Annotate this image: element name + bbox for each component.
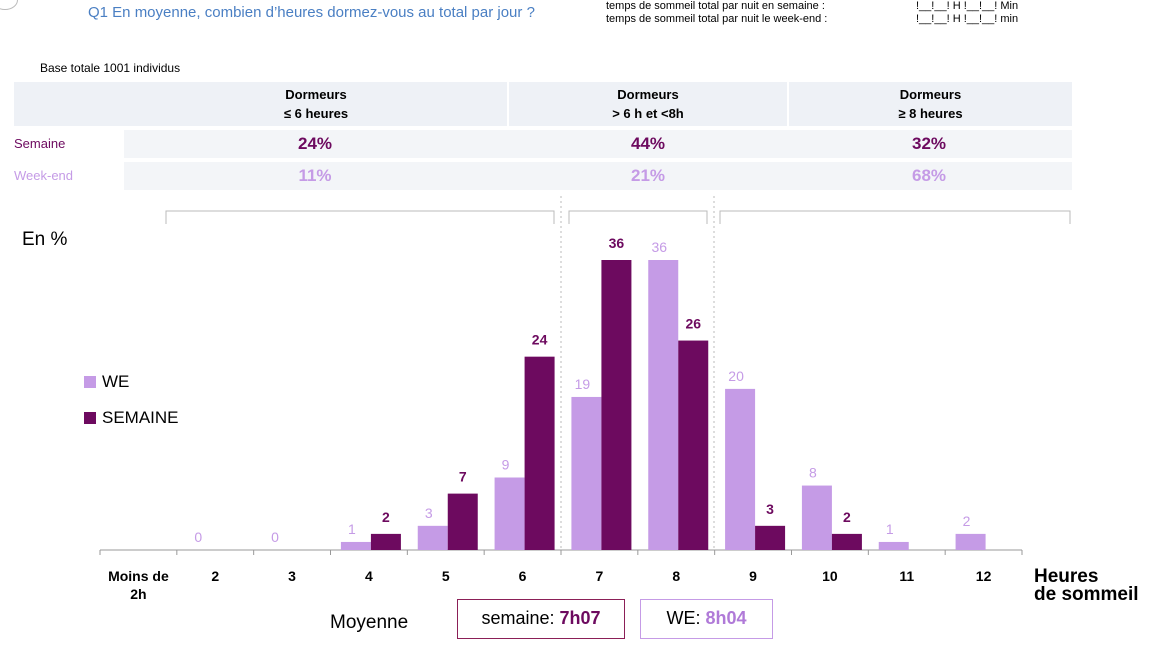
x-tick-label: 6 xyxy=(519,568,527,584)
legend-item-we: WE xyxy=(84,372,129,392)
data-label-semaine: 26 xyxy=(685,316,701,332)
x-axis-label: Heures xyxy=(1034,566,1098,587)
moyenne-we-box: WE: 8h04 xyxy=(640,599,773,639)
moyenne-we-label: WE: xyxy=(666,608,706,628)
summary-header-line2: ≤ 6 heures xyxy=(283,106,349,121)
bar-we xyxy=(648,260,679,550)
summary-row-band xyxy=(124,130,1072,158)
bar-we xyxy=(801,485,832,550)
group-bracket xyxy=(165,210,555,224)
answer-format-weekend: !__!__! H !__!__! min xyxy=(916,13,1019,25)
answer-format-semaine: !__!__! H !__!__! Min xyxy=(916,0,1019,12)
x-tick-label: 4 xyxy=(365,568,373,584)
summary-header-cell: Dormeurs > 6 h et <8h xyxy=(509,82,787,126)
x-tick-label: 12 xyxy=(976,568,992,584)
question-text: Q1 En moyenne, combien d’heures dormez-v… xyxy=(88,4,535,21)
question-answer-format: !__!__! H !__!__! Min !__!__! H !__!__! … xyxy=(916,0,1018,26)
x-tick-label: 3 xyxy=(288,568,296,584)
bar-we xyxy=(955,533,986,550)
data-label-semaine: 36 xyxy=(609,235,625,251)
bar-semaine xyxy=(524,356,555,550)
instruction-line-weekend: temps de sommeil total par nuit le week-… xyxy=(606,13,828,25)
moyenne-semaine-box: semaine: 7h07 xyxy=(457,599,625,639)
legend-item-semaine: SEMAINE xyxy=(84,408,179,428)
data-label-we: 19 xyxy=(575,376,591,392)
summary-header-line1: Dormeurs xyxy=(617,87,679,102)
x-tick-label: 5 xyxy=(442,568,450,584)
summary-header-line2: > 6 h et <8h xyxy=(612,106,684,121)
summary-header-line1: Dormeurs xyxy=(899,87,962,102)
data-label-semaine: 24 xyxy=(532,332,548,348)
summary-value-semaine-ge8: 32% xyxy=(911,134,947,153)
x-tick-label: 2 xyxy=(211,568,219,584)
data-label-we: 3 xyxy=(425,505,433,521)
summary-row-band xyxy=(124,162,1072,190)
moyenne-semaine-label: semaine: xyxy=(481,608,560,628)
x-tick-label: 8 xyxy=(672,568,680,584)
legend-swatch-we xyxy=(84,376,96,388)
data-label-we: 1 xyxy=(348,521,356,537)
question-instructions: temps de sommeil total par nuit en semai… xyxy=(606,0,827,26)
legend-swatch-semaine xyxy=(84,412,96,424)
data-label-we: 0 xyxy=(194,529,202,545)
summary-value-weekend-ge8: 68% xyxy=(911,166,947,185)
base-text: Base totale 1001 individus xyxy=(40,61,181,75)
bar-we xyxy=(878,541,909,550)
summary-header-line1: Dormeurs xyxy=(285,87,347,102)
data-label-we: 20 xyxy=(728,368,744,384)
summary-header-divider xyxy=(507,82,509,126)
x-tick-label: 7 xyxy=(596,568,604,584)
summary-header-cell: Dormeurs ≤ 6 heures xyxy=(124,82,508,126)
bar-semaine xyxy=(601,260,632,550)
summary-value-semaine-le6: 24% xyxy=(297,134,333,153)
summary-value-semaine-6to8: 44% xyxy=(630,134,666,153)
data-label-we: 9 xyxy=(502,457,510,473)
x-tick-label: 2h xyxy=(130,586,146,602)
y-axis-label: En % xyxy=(22,229,68,250)
bar-semaine xyxy=(370,533,401,550)
moyenne-label: Moyenne xyxy=(330,612,409,633)
summary-header-row: Dormeurs ≤ 6 heures Dormeurs > 6 h et <8… xyxy=(14,82,1072,126)
group-bracket xyxy=(568,210,708,224)
data-label-we: 36 xyxy=(651,239,667,255)
bar-semaine xyxy=(755,525,786,550)
data-label-semaine: 2 xyxy=(382,509,390,525)
x-tick-label: 10 xyxy=(822,568,838,584)
group-bracket xyxy=(719,210,1071,224)
data-label-semaine: 2 xyxy=(843,509,851,525)
summary-row-label-semaine: Semaine xyxy=(14,136,66,151)
legend-label-we: WE xyxy=(102,372,130,391)
bar-semaine xyxy=(831,533,862,550)
data-label-we: 2 xyxy=(963,513,971,529)
summary-value-weekend-le6: 11% xyxy=(298,166,332,185)
instruction-line-semaine: temps de sommeil total par nuit en semai… xyxy=(606,0,825,12)
summary-row-label-weekend: Week-end xyxy=(14,168,74,183)
summary-header-cell: Dormeurs ≥ 8 heures xyxy=(789,82,1072,126)
x-tick-label: 11 xyxy=(899,568,914,584)
data-label-we: 0 xyxy=(271,529,279,545)
data-label-semaine: 7 xyxy=(459,469,467,485)
bar-we xyxy=(571,396,602,550)
data-label-we: 8 xyxy=(809,465,817,481)
bar-we xyxy=(725,388,756,550)
x-tick-label: 9 xyxy=(749,568,757,584)
bar-we xyxy=(417,525,448,550)
moyenne-semaine-value: 7h07 xyxy=(559,608,601,628)
summary-value-weekend-6to8: 21% xyxy=(630,166,666,185)
x-axis-label: de sommeil xyxy=(1034,584,1139,605)
moyenne-we-value: 8h04 xyxy=(705,608,747,628)
data-label-we: 1 xyxy=(886,521,894,537)
summary-header-line2: ≥ 8 heures xyxy=(898,106,963,121)
bar-semaine xyxy=(678,340,709,550)
bar-semaine xyxy=(447,493,478,550)
bar-we xyxy=(340,541,371,550)
legend-label-semaine: SEMAINE xyxy=(102,408,179,427)
bar-we xyxy=(494,477,525,550)
summary-header-divider xyxy=(787,82,789,126)
x-tick-label: Moins de xyxy=(108,568,169,584)
data-label-semaine: 3 xyxy=(766,501,774,517)
